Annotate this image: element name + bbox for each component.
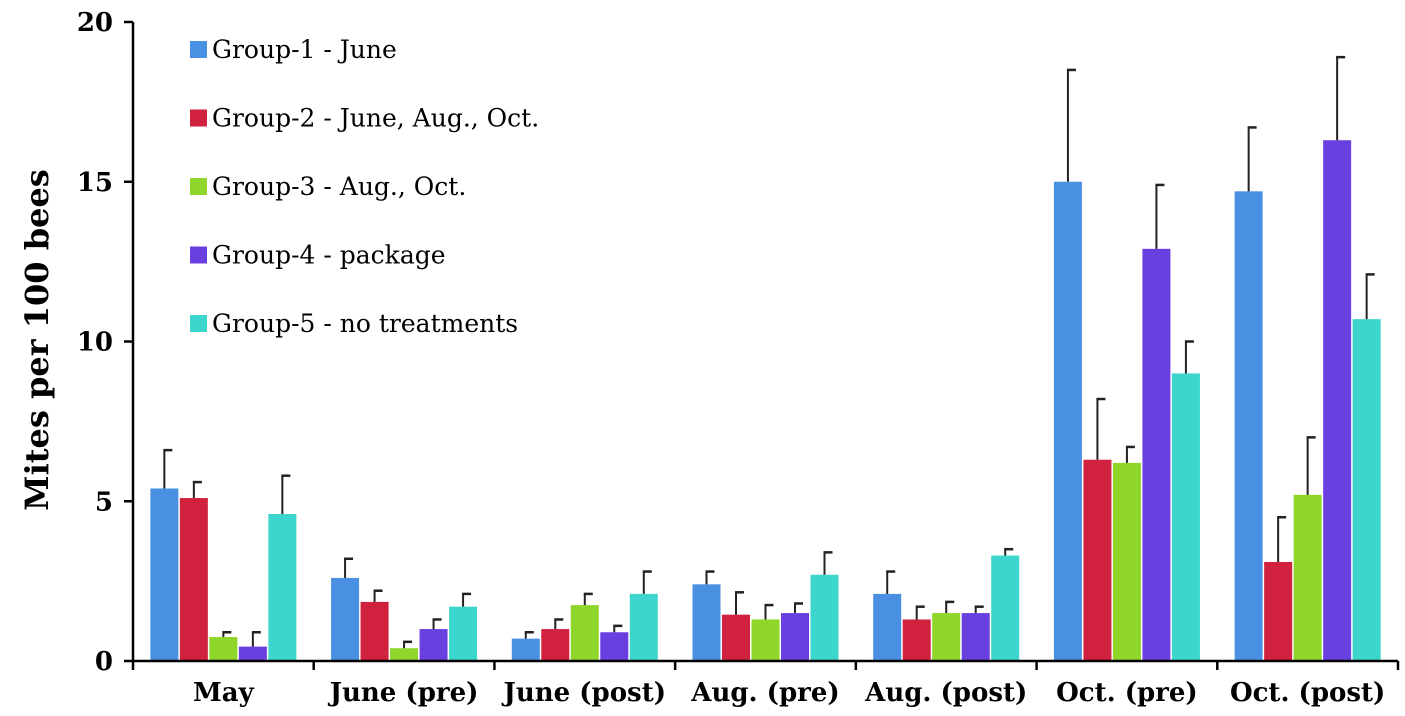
bar — [179, 498, 208, 661]
legend-swatch — [190, 109, 207, 127]
bar — [150, 488, 179, 661]
bar — [541, 629, 570, 661]
bar — [1053, 181, 1082, 661]
legend-swatch — [190, 41, 207, 58]
x-tick-label: Oct. (post) — [1230, 678, 1385, 708]
bars-layer — [150, 140, 1381, 662]
bar — [600, 632, 629, 661]
x-tick-label: Oct. (pre) — [1056, 678, 1198, 708]
x-tick-label: June (pre) — [328, 678, 479, 708]
bar — [751, 619, 780, 661]
bar — [781, 613, 809, 661]
legend-label: Group-1 - June — [212, 35, 397, 64]
bar — [360, 601, 389, 661]
x-tick-label: Aug. (post) — [864, 678, 1027, 708]
bar — [209, 637, 238, 661]
bar — [961, 613, 990, 661]
bar — [1323, 140, 1352, 662]
bar — [238, 646, 267, 661]
bar — [1142, 248, 1171, 661]
bar — [1293, 494, 1322, 661]
legend-label: Group-4 - package — [212, 241, 446, 270]
bar — [629, 593, 658, 661]
y-tick-label: 20 — [77, 8, 113, 38]
bar — [511, 638, 540, 661]
legend-label: Group-5 - no treatments — [212, 309, 518, 338]
y-tick-label: 15 — [77, 168, 113, 198]
bar — [991, 555, 1020, 661]
bar — [873, 593, 902, 661]
y-tick-label: 0 — [95, 647, 113, 677]
bar — [692, 584, 721, 661]
y-axis-title: Mites per 100 bees — [18, 169, 56, 511]
error-bars-layer — [163, 55, 1375, 649]
legend: Group-1 - June Group-2 - June, Aug., Oct.… — [190, 35, 539, 338]
bar — [419, 629, 448, 661]
bar — [722, 614, 750, 661]
bar — [1352, 319, 1381, 661]
legend-swatch — [190, 178, 207, 195]
bar — [1234, 191, 1263, 661]
axes-layer: 0 5 10 15 20 May June (pre) June (post) Aug. (pr… — [77, 8, 1400, 708]
bar — [390, 648, 419, 661]
bar — [570, 605, 599, 661]
x-tick-label: Aug. (pre) — [690, 678, 839, 708]
x-tick-label: June (post) — [502, 678, 666, 708]
legend-label: Group-2 - June, Aug., Oct. — [212, 104, 539, 133]
bar — [1171, 373, 1200, 661]
y-tick-label: 10 — [77, 328, 113, 358]
legend-swatch — [190, 315, 207, 332]
bar — [268, 514, 297, 661]
bar — [1083, 459, 1112, 661]
legend-label: Group-3 - Aug., Oct. — [212, 172, 466, 201]
bar — [449, 606, 478, 661]
bar — [902, 619, 931, 661]
x-tick-label: May — [193, 678, 255, 708]
bar — [331, 577, 360, 661]
y-tick-label: 5 — [95, 487, 113, 517]
bar — [932, 613, 961, 661]
bar — [1112, 462, 1141, 661]
bar — [1264, 561, 1293, 661]
bar — [810, 574, 839, 661]
legend-swatch — [190, 246, 207, 264]
